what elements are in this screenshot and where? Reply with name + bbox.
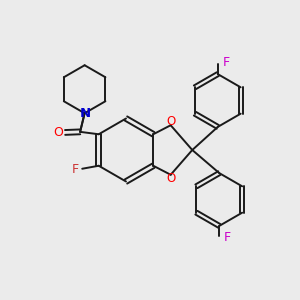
Text: O: O (167, 115, 176, 128)
Text: F: F (72, 164, 79, 176)
Text: F: F (224, 231, 231, 244)
Text: O: O (167, 172, 176, 185)
Text: O: O (54, 126, 64, 139)
Text: N: N (80, 107, 91, 120)
Text: F: F (223, 56, 230, 69)
